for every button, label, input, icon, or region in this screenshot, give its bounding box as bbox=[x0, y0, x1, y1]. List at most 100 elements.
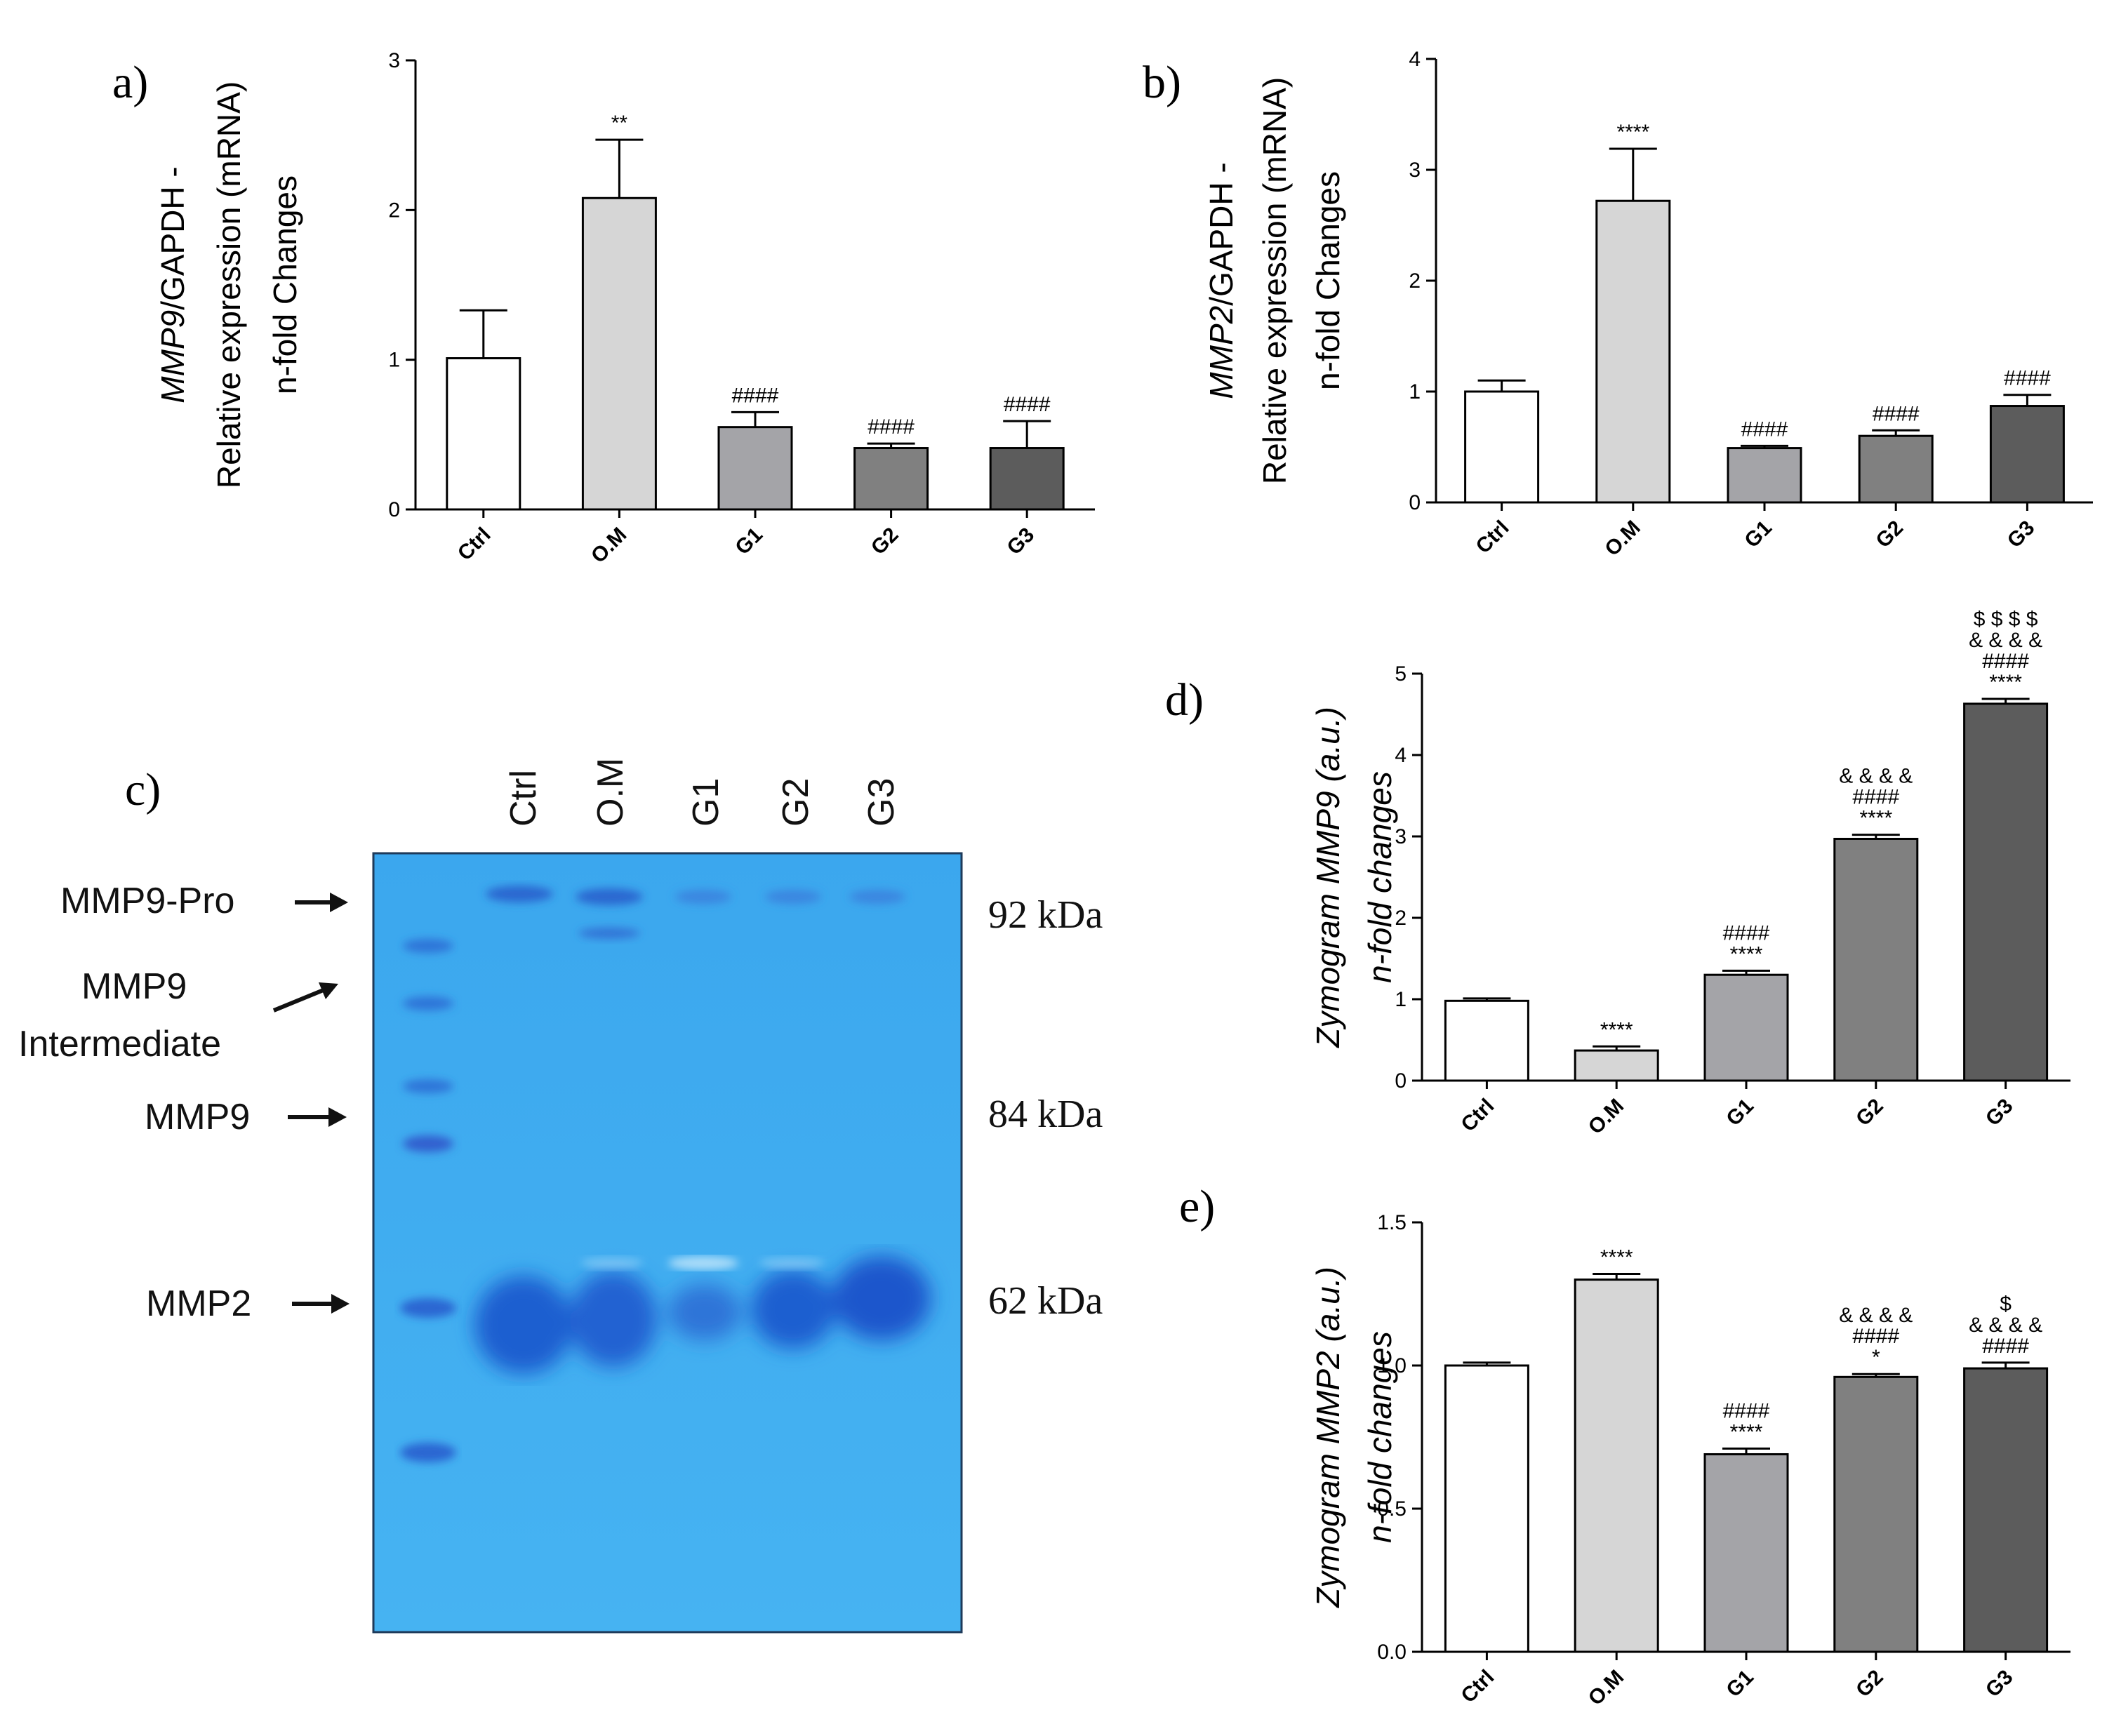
y-tick-label: 5 bbox=[1395, 662, 1407, 686]
gel-bands-pro bbox=[486, 886, 905, 939]
y-tick-label: 1 bbox=[1409, 380, 1421, 403]
x-tick-label: G3 bbox=[1981, 1095, 2018, 1131]
significance-mark: **** bbox=[1859, 807, 1892, 830]
chart-e: Zymogram MMP2 (a.u.) n-fold changes 0.0 0.5… bbox=[1310, 1211, 2070, 1710]
significance-mark: $ $ $ $ bbox=[1974, 608, 2038, 631]
y-axis-label: n-fold changes bbox=[1362, 771, 1398, 983]
bar bbox=[853, 447, 929, 511]
gel-lane-label: G1 bbox=[686, 777, 726, 827]
y-tick-label: 2 bbox=[388, 199, 400, 222]
bar bbox=[989, 447, 1065, 511]
chart-b: MMP2/GAPDH - Relative expression (mRNA) n-… bbox=[1203, 48, 2093, 561]
y-tick-label: 4 bbox=[1409, 48, 1421, 71]
y-tick-label: 4 bbox=[1395, 744, 1407, 767]
y-axis-label: Relative expression (mRNA) bbox=[1256, 77, 1293, 484]
x-tick-label: Ctrl bbox=[1472, 516, 1514, 559]
y-axis-label: Zymogram MMP2 (a.u.) bbox=[1310, 1267, 1346, 1608]
gel-pale-band bbox=[581, 1256, 824, 1270]
y-tick-label: 1.5 bbox=[1377, 1211, 1407, 1234]
x-tick-label: G1 bbox=[1722, 1666, 1758, 1702]
gel-bands-mmp2 bbox=[474, 1256, 931, 1374]
x-tick-label: G1 bbox=[1740, 516, 1776, 553]
x-tick-label: G1 bbox=[731, 523, 767, 560]
significance-mark: #### bbox=[1741, 418, 1788, 441]
panel-label-e: e) bbox=[1179, 1181, 1216, 1232]
significance-mark: $ bbox=[2000, 1293, 2012, 1316]
bar bbox=[717, 426, 793, 511]
gel-lane-label: O.M bbox=[590, 757, 631, 827]
y-tick-label: 0 bbox=[1409, 491, 1421, 514]
x-tick-label: G3 bbox=[1003, 523, 1039, 560]
x-tick-label: Ctrl bbox=[453, 523, 496, 566]
significance-mark: #### bbox=[1982, 650, 2029, 673]
gel-kda-label: 92 kDa bbox=[988, 893, 1103, 937]
y-tick-label: 3 bbox=[1409, 159, 1421, 182]
bar bbox=[1963, 1367, 2049, 1653]
y-axis-label: n-fold Changes bbox=[267, 175, 303, 394]
panel-label-c: c) bbox=[125, 764, 161, 815]
y-axis-label: MMP2/GAPDH - bbox=[1203, 162, 1239, 399]
bar bbox=[1574, 1049, 1659, 1082]
bar bbox=[446, 357, 521, 511]
significance-mark: **** bbox=[1730, 942, 1763, 966]
significance-mark: #### bbox=[1723, 921, 1770, 944]
x-tick-label: O.M bbox=[1600, 516, 1644, 561]
significance-mark: #### bbox=[1852, 1325, 1899, 1348]
significance-mark: & & & & bbox=[1969, 1314, 2042, 1337]
gel-arrows bbox=[272, 893, 350, 1314]
significance-mark: #### bbox=[1982, 1335, 2029, 1358]
x-tick-label: G2 bbox=[1852, 1666, 1888, 1702]
gel-marker-label: MMP9 bbox=[145, 1097, 251, 1137]
y-tick-label: 0 bbox=[388, 498, 400, 521]
significance-mark: * bbox=[1872, 1346, 1880, 1369]
bar bbox=[1727, 447, 1802, 504]
bar bbox=[581, 196, 657, 511]
significance-mark: **** bbox=[1600, 1246, 1633, 1269]
panel-label-d: d) bbox=[1165, 674, 1204, 726]
panel-label-a: a) bbox=[112, 57, 149, 108]
chart-d: Zymogram MMP9 (a.u.) n-fold changes 0 1 2 3 4 5… bbox=[1310, 608, 2070, 1139]
gel-marker-label: MMP9 bbox=[81, 966, 187, 1007]
gel-kda-label: 84 kDa bbox=[988, 1093, 1103, 1136]
x-tick-label: O.M bbox=[587, 523, 631, 568]
y-axis-label: MMP9/GAPDH - bbox=[154, 166, 191, 403]
gel-lane-label: G2 bbox=[776, 777, 816, 827]
chart-a: MMP9/GAPDH - Relative expression (mRNA) n-… bbox=[154, 49, 1095, 568]
y-tick-label: 1 bbox=[1395, 988, 1407, 1011]
y-axis-label: n-fold changes bbox=[1362, 1331, 1398, 1543]
significance-mark: **** bbox=[1600, 1018, 1633, 1041]
gel-marker-label: MMP9-Pro bbox=[60, 881, 235, 921]
x-tick-label: O.M bbox=[1584, 1666, 1628, 1710]
gel-ladder bbox=[400, 939, 456, 1462]
y-tick-label: 3 bbox=[1395, 825, 1407, 848]
y-tick-label: 0.5 bbox=[1377, 1497, 1407, 1521]
y-axis-label: Zymogram MMP9 (a.u.) bbox=[1310, 707, 1346, 1048]
x-tick-label: G3 bbox=[1981, 1666, 2018, 1702]
significance-mark: #### bbox=[1852, 786, 1899, 809]
significance-mark: & & & & bbox=[1969, 629, 2042, 652]
bar bbox=[1444, 999, 1529, 1082]
bar bbox=[1595, 199, 1671, 504]
significance-mark: #### bbox=[1873, 402, 1920, 425]
bar bbox=[1703, 973, 1789, 1082]
gel-lane-label: Ctrl bbox=[503, 770, 544, 827]
panel-label-b: b) bbox=[1143, 57, 1181, 108]
y-axis-label: n-fold Changes bbox=[1310, 171, 1346, 390]
significance-mark: #### bbox=[1004, 393, 1051, 416]
gel-marker-label: Intermediate bbox=[18, 1024, 222, 1064]
y-tick-label: 1.0 bbox=[1377, 1354, 1407, 1377]
significance-mark: #### bbox=[1723, 1399, 1770, 1422]
significance-mark: #### bbox=[2004, 367, 2051, 390]
x-tick-label: G3 bbox=[2003, 516, 2040, 553]
x-tick-label: G2 bbox=[867, 523, 903, 560]
gel-lane-label: G3 bbox=[861, 777, 902, 827]
bar bbox=[1989, 405, 2065, 504]
significance-mark: #### bbox=[867, 415, 915, 439]
y-tick-label: 2 bbox=[1395, 907, 1407, 930]
gel-image bbox=[272, 852, 963, 1634]
x-tick-label: G2 bbox=[1852, 1095, 1888, 1131]
y-tick-label: 2 bbox=[1409, 269, 1421, 293]
significance-mark: & & & & bbox=[1839, 765, 1913, 788]
y-tick-label: 0 bbox=[1395, 1069, 1407, 1093]
bar bbox=[1963, 702, 2049, 1082]
